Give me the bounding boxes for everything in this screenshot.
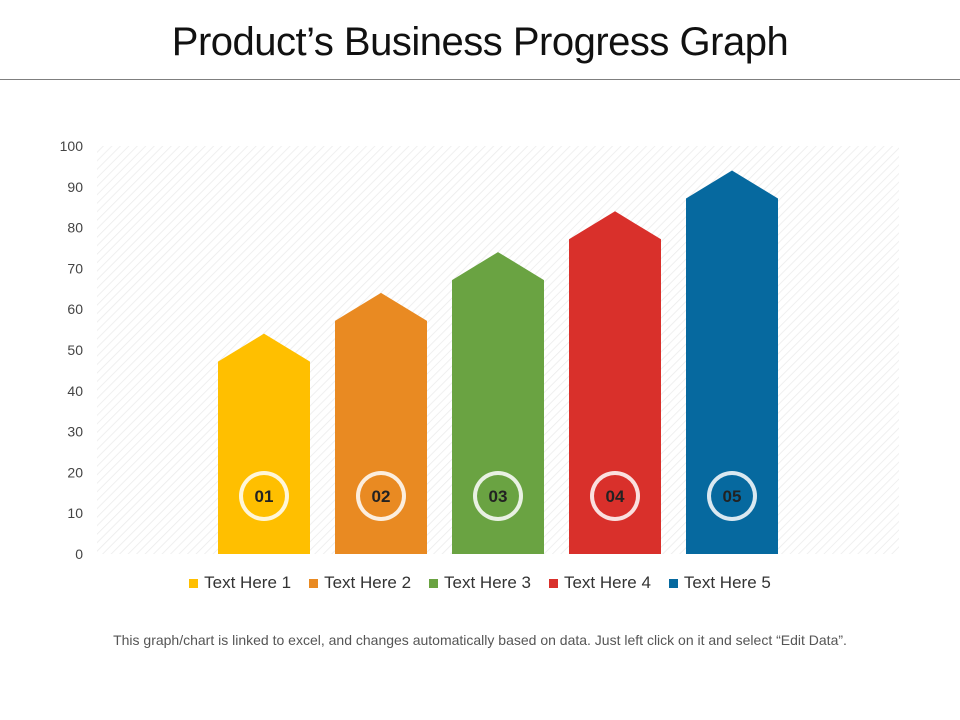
legend-swatch bbox=[668, 578, 678, 588]
bar-badge-label: 03 bbox=[489, 487, 508, 506]
bar-badge-label: 02 bbox=[372, 487, 391, 506]
legend-swatch bbox=[429, 578, 439, 588]
bar-5[interactable]: 05 bbox=[686, 170, 778, 555]
y-tick-label: 90 bbox=[67, 179, 83, 195]
bar-arrow-shape bbox=[569, 211, 661, 554]
bar-2[interactable]: 02 bbox=[335, 292, 427, 554]
title-divider bbox=[0, 79, 960, 80]
bar-series: 01 02 03 04 05 bbox=[218, 170, 778, 555]
bar-badge-label: 04 bbox=[606, 487, 625, 506]
bar-arrow-shape bbox=[686, 170, 778, 555]
y-tick-label: 100 bbox=[60, 138, 84, 154]
y-tick-label: 40 bbox=[67, 383, 83, 399]
page-title: Product’s Business Progress Graph bbox=[171, 20, 789, 64]
badge-fill bbox=[360, 475, 402, 517]
bar-chart[interactable]: 0 10 20 30 40 50 60 70 80 90 100 01 02 03 04 05 bbox=[0, 130, 960, 570]
y-tick-label: 10 bbox=[67, 505, 83, 521]
bar-3[interactable]: 03 bbox=[452, 252, 544, 554]
badge-fill bbox=[243, 475, 285, 517]
y-tick-label: 20 bbox=[67, 464, 83, 480]
y-tick-label: 0 bbox=[75, 546, 83, 562]
legend-swatch bbox=[548, 578, 558, 588]
legend-item[interactable]: Text Here 4 bbox=[548, 573, 651, 593]
bar-1[interactable]: 01 bbox=[218, 333, 310, 554]
y-tick-label: 60 bbox=[67, 301, 83, 317]
y-tick-label: 80 bbox=[67, 220, 83, 236]
legend-swatch bbox=[189, 578, 199, 588]
legend-label: Text Here 4 bbox=[563, 573, 651, 592]
y-tick-label: 50 bbox=[67, 342, 83, 358]
bar-badge-label: 05 bbox=[723, 487, 742, 506]
y-tick-label: 30 bbox=[67, 424, 83, 440]
legend-item[interactable]: Text Here 1 bbox=[189, 573, 291, 593]
bar-badge-label: 01 bbox=[255, 487, 274, 506]
legend-label: Text Here 5 bbox=[683, 573, 771, 592]
legend-item[interactable]: Text Here 5 bbox=[668, 573, 771, 593]
bar-arrow-shape bbox=[452, 252, 544, 554]
badge-fill bbox=[594, 475, 636, 517]
legend-item[interactable]: Text Here 3 bbox=[429, 573, 531, 593]
bar-4[interactable]: 04 bbox=[569, 211, 661, 554]
legend-swatch bbox=[309, 578, 319, 588]
legend-item[interactable]: Text Here 2 bbox=[309, 573, 411, 593]
badge-fill bbox=[477, 475, 519, 517]
y-axis: 0 10 20 30 40 50 60 70 80 90 100 bbox=[60, 138, 84, 562]
chart-legend: Text Here 1 Text Here 2 Text Here 3 Text He… bbox=[0, 573, 960, 593]
legend-label: Text Here 3 bbox=[444, 573, 531, 592]
legend-label: Text Here 1 bbox=[204, 573, 292, 592]
y-tick-label: 70 bbox=[67, 260, 83, 276]
legend-label: Text Here 2 bbox=[324, 573, 412, 592]
chart-footnote: This graph/chart is linked to excel, and… bbox=[113, 632, 847, 648]
badge-fill bbox=[711, 475, 753, 517]
